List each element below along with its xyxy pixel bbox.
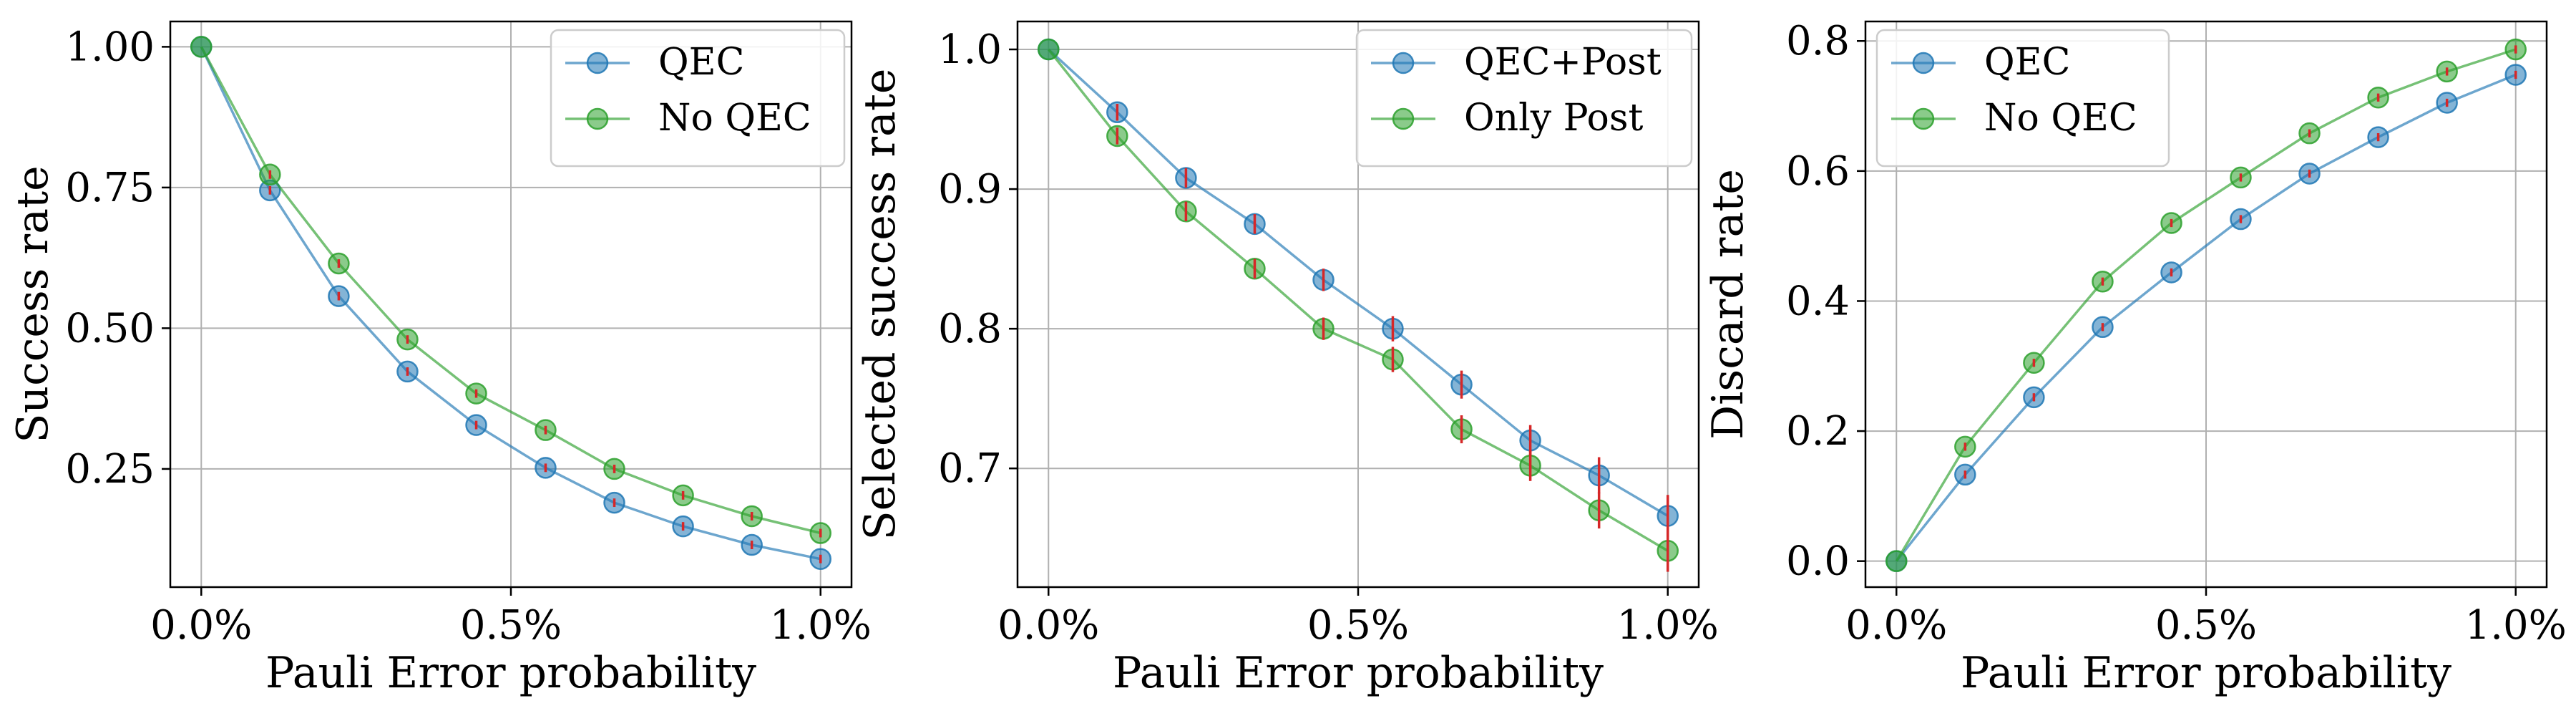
y-tick-label: 0.50 bbox=[65, 305, 155, 352]
legend-box bbox=[1355, 29, 1693, 168]
legend-marker bbox=[1392, 107, 1415, 130]
series-only-post bbox=[1038, 38, 1679, 572]
data-point bbox=[1885, 550, 1908, 572]
legend-label: QEC+Post bbox=[1464, 41, 1662, 84]
x-axis-label: Pauli Error probability bbox=[1961, 648, 2451, 698]
x-tick-label: 0.5% bbox=[1307, 602, 1409, 649]
series-line bbox=[1895, 48, 2517, 562]
chart-panel-1: 0.0% 0.5% 1.0% 0.25 0.50 0.75 1.00 Pauli Error … bbox=[8, 20, 872, 698]
y-tick-label: 0.7 bbox=[938, 445, 1002, 492]
y-axis-label: Discard rate bbox=[1703, 169, 1753, 440]
y-tick-label: 1.00 bbox=[65, 24, 155, 70]
chart-panel-3: 0.0% 0.5% 1.0% 0.0 0.2 0.4 0.6 0.8 Pauli Error p… bbox=[1703, 18, 2567, 698]
y-axis-label: Success rate bbox=[8, 165, 58, 442]
x-axis-label: Pauli Error probability bbox=[1113, 648, 1604, 698]
x-axis-label: Pauli Error probability bbox=[265, 648, 756, 698]
legend-marker bbox=[1912, 52, 1935, 74]
y-tick-label: 0.25 bbox=[65, 446, 155, 493]
legend-marker bbox=[586, 107, 609, 130]
legend-label: QEC bbox=[658, 41, 744, 84]
y-tick-label: 0.8 bbox=[938, 306, 1002, 352]
chart-panel-2: 0.0% 0.5% 1.0% 0.7 0.8 0.9 1.0 Pauli Error prob… bbox=[855, 20, 1719, 698]
x-tick-label: 0.0% bbox=[1845, 602, 1947, 649]
series-line bbox=[200, 46, 821, 535]
legend-marker bbox=[1912, 107, 1935, 130]
legend: QEC+Post Only Post bbox=[1355, 29, 1693, 168]
x-tick-label: 1.0% bbox=[770, 602, 872, 649]
y-tick-label: 0.0 bbox=[1786, 538, 1850, 585]
x-tick-label: 0.0% bbox=[997, 602, 1099, 649]
y-tick-label: 0.6 bbox=[1786, 148, 1850, 195]
y-axis-label: Selected success rate bbox=[855, 69, 905, 541]
y-tick-label: 0.75 bbox=[65, 165, 155, 211]
series-qec bbox=[190, 36, 831, 570]
legend-marker bbox=[1392, 52, 1415, 74]
legend-label: No QEC bbox=[1984, 97, 2137, 140]
series-line bbox=[1048, 48, 1669, 518]
y-tick-label: 0.2 bbox=[1786, 408, 1850, 455]
data-point bbox=[190, 36, 213, 58]
series-qec bbox=[1885, 64, 2527, 572]
x-tick-label: 0.0% bbox=[150, 602, 252, 649]
legend-label: Only Post bbox=[1464, 97, 1644, 140]
series-line bbox=[1895, 73, 2517, 562]
series-no-qec bbox=[1885, 38, 2527, 572]
series-qec-post bbox=[1038, 38, 1679, 537]
series-line bbox=[1047, 48, 1669, 552]
data-point bbox=[1038, 38, 1060, 61]
legend-label: No QEC bbox=[658, 97, 811, 140]
legend-label: QEC bbox=[1984, 41, 2070, 84]
legend-marker bbox=[586, 52, 609, 74]
legend: QEC No QEC bbox=[550, 29, 846, 168]
series-no-qec bbox=[190, 36, 831, 544]
x-tick-label: 1.0% bbox=[1617, 602, 1719, 649]
x-tick-label: 0.5% bbox=[460, 602, 562, 649]
x-tick-label: 0.5% bbox=[2155, 602, 2257, 649]
y-tick-label: 1.0 bbox=[938, 26, 1002, 73]
series-line bbox=[200, 46, 821, 561]
y-tick-label: 0.9 bbox=[938, 166, 1002, 213]
y-tick-label: 0.8 bbox=[1786, 18, 1850, 64]
x-tick-label: 1.0% bbox=[2465, 602, 2567, 649]
legend: QEC No QEC bbox=[1875, 29, 2170, 168]
y-tick-label: 0.4 bbox=[1786, 278, 1850, 324]
